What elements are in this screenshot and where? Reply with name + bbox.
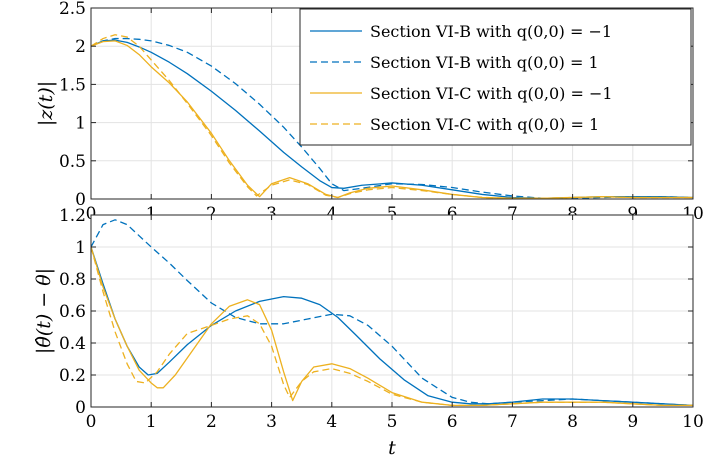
series-line-2 (91, 37, 693, 199)
x-tick-label: 2 (206, 204, 217, 224)
x-tick-label: 9 (627, 412, 638, 432)
x-tick-label: 7 (507, 412, 518, 432)
x-tick-label: 3 (266, 204, 277, 224)
y-tick-label: 0.2 (59, 366, 86, 386)
y-tick-label: 1 (75, 238, 86, 258)
series-line-4 (91, 246, 693, 407)
legend-label: Section VI-B with q(0,0) = 1 (370, 53, 599, 72)
y-axis-label: |θ̂(t) − θ| (33, 268, 55, 354)
y-tick-label: 0.8 (59, 270, 86, 290)
legend-item: Section VI-C with q(0,0) = 1 (310, 115, 599, 134)
x-tick-label: 0 (86, 204, 97, 224)
x-tick-label: 8 (567, 412, 578, 432)
x-tick-label: 2 (206, 412, 217, 432)
legend-label: Section VI-C with q(0,0) = −1 (370, 84, 613, 103)
legend-label: Section VI-C with q(0,0) = 1 (370, 115, 599, 134)
y-tick-label: 2 (75, 37, 86, 57)
x-tick-label: 9 (627, 204, 638, 224)
x-tick-label: 1 (146, 204, 157, 224)
x-tick-label: 8 (567, 204, 578, 224)
series-line-2 (91, 219, 693, 407)
legend: Section VI-B with q(0,0) = −1 Section VI-… (299, 8, 692, 146)
x-tick-label: 3 (266, 412, 277, 432)
series-line-3 (91, 246, 693, 407)
y-tick-label: 0 (75, 190, 86, 210)
y-tick-label: 1.5 (59, 75, 86, 95)
x-tick-label: 6 (447, 204, 458, 224)
y-axis-label: |z(t)| (35, 81, 57, 126)
y-tick-label: 0.4 (59, 334, 86, 354)
y-tick-label: 0 (75, 398, 86, 418)
y-tick-label: 2.5 (59, 0, 86, 19)
legend-item: Section VI-B with q(0,0) = −1 (310, 22, 612, 41)
x-tick-label: 7 (507, 204, 518, 224)
series-line-1 (91, 246, 693, 407)
x-tick-label: 4 (326, 412, 337, 432)
x-tick-label: 6 (447, 412, 458, 432)
legend-label: Section VI-B with q(0,0) = −1 (370, 22, 612, 41)
y-tick-label: 0.5 (59, 152, 86, 172)
y-tick-label: 1 (75, 114, 86, 134)
x-tick-label: 1 (146, 412, 157, 432)
x-tick-label: 5 (387, 412, 398, 432)
series-line-4 (91, 34, 693, 199)
legend-box (299, 8, 692, 146)
x-tick-label: 0 (86, 412, 97, 432)
x-tick-label: 10 (682, 412, 704, 432)
x-axis-label: t (388, 437, 396, 459)
legend-item: Section VI-C with q(0,0) = −1 (310, 84, 613, 103)
legend-item: Section VI-B with q(0,0) = 1 (310, 53, 599, 72)
y-tick-label: 1.2 (59, 206, 86, 226)
x-tick-label: 5 (387, 204, 398, 224)
x-tick-label: 4 (326, 204, 337, 224)
y-tick-label: 0.6 (59, 302, 86, 322)
